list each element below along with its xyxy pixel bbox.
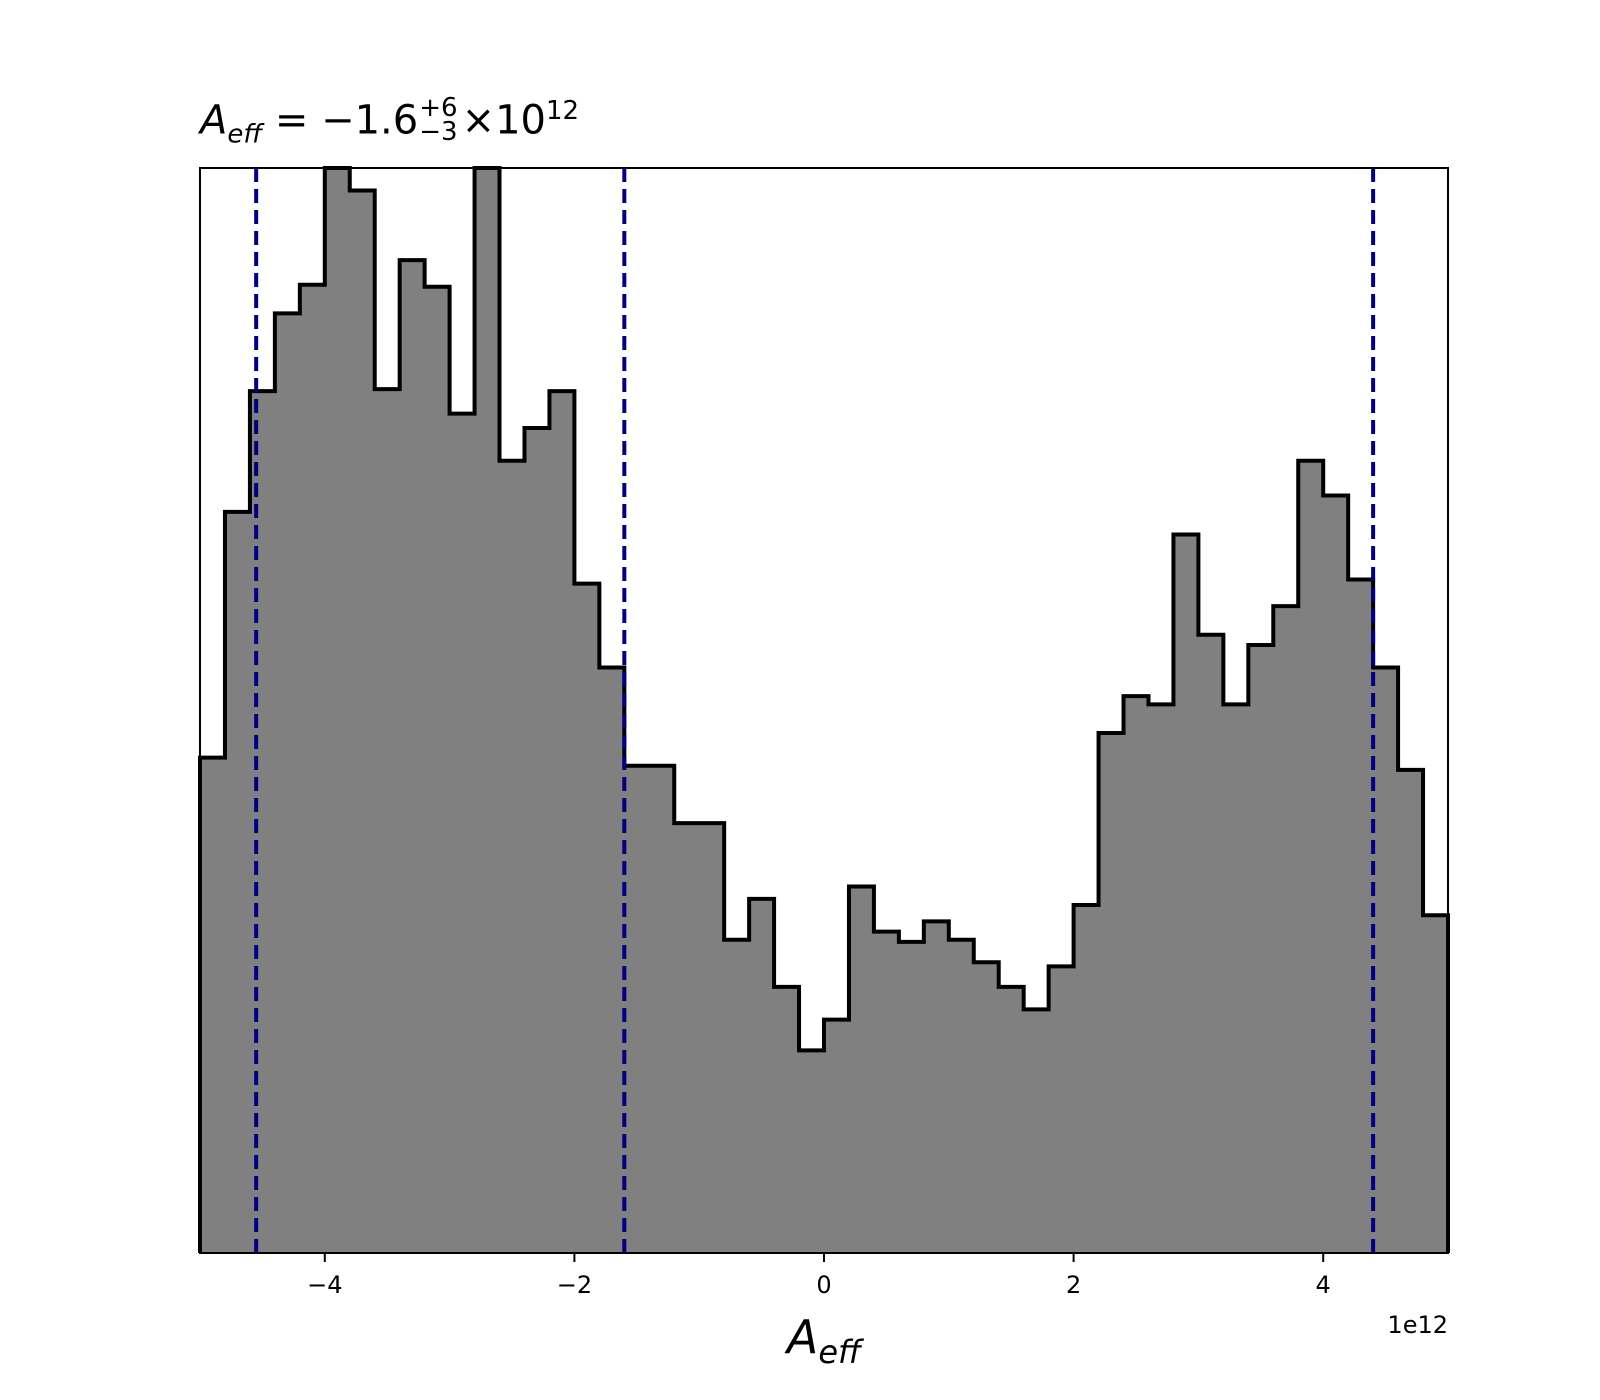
x-tick-label: 4 — [1316, 1271, 1331, 1299]
histogram-bar — [574, 583, 600, 1253]
histogram-bar — [674, 823, 700, 1253]
histogram-bar — [1148, 704, 1174, 1253]
histogram-bar — [549, 391, 575, 1254]
histogram-bar — [1098, 733, 1125, 1253]
x-axis-offset-label: 1e12 — [1387, 1311, 1448, 1339]
histogram-bar — [624, 765, 650, 1253]
title-equals: = — [262, 97, 322, 144]
x-tick-label: 0 — [816, 1271, 831, 1299]
histogram-bar — [1048, 966, 1075, 1253]
histogram-bar — [799, 1050, 825, 1253]
title-symbol-subscript: eff — [227, 119, 263, 150]
histogram-bar — [374, 389, 401, 1253]
x-axis-label-symbol: A — [784, 1310, 818, 1364]
histogram-bar — [749, 898, 775, 1253]
histogram-bar — [948, 939, 975, 1253]
histogram-bar — [1223, 704, 1249, 1253]
histogram-bar — [1398, 769, 1424, 1253]
histogram-bar — [998, 986, 1025, 1253]
histogram-bar — [724, 939, 750, 1253]
title-lower-error: −3 — [419, 117, 458, 148]
histogram-bar — [474, 168, 501, 1253]
chart-title: Aeff = −1.6 +6 −3 ×1012 — [200, 93, 580, 150]
x-axis-label-subscript: eff — [818, 1333, 865, 1371]
histogram-bar — [923, 921, 950, 1253]
x-axis-label: Aeff — [784, 1310, 865, 1371]
histogram-bar — [1198, 634, 1224, 1253]
histogram-bar — [824, 1019, 850, 1253]
histogram-bar — [1298, 460, 1324, 1254]
histogram-bar — [274, 313, 301, 1253]
histogram-bar — [1023, 1009, 1050, 1253]
histogram-bar — [898, 941, 925, 1253]
title-times: ×10 — [461, 97, 546, 144]
x-tick-label: −2 — [557, 1271, 592, 1299]
histogram-bar — [499, 460, 525, 1254]
histogram-bar — [848, 886, 875, 1253]
title-symbol: A — [200, 97, 228, 144]
histogram-bar — [1273, 606, 1299, 1253]
histogram-bar — [449, 413, 476, 1253]
histogram-bar — [1373, 667, 1399, 1253]
histogram-step-outline — [198, 166, 1450, 1253]
title-value: −1.6 — [321, 97, 419, 144]
histogram-bar — [1323, 495, 1349, 1253]
x-axis-ticks: −4 −2 0 2 4 — [307, 1253, 1331, 1299]
histogram-bar — [1348, 579, 1374, 1253]
title-error-stack: +6 −3 — [419, 93, 458, 148]
histogram-bar — [599, 667, 625, 1253]
histogram-bars — [200, 168, 1449, 1254]
histogram-bar — [774, 986, 800, 1253]
histogram-bar — [324, 168, 351, 1253]
histogram-bar — [1248, 644, 1274, 1253]
x-tick-label: 2 — [1066, 1271, 1081, 1299]
histogram-bar — [249, 391, 276, 1254]
histogram-bar — [424, 286, 451, 1253]
histogram-bar — [299, 284, 326, 1253]
histogram-bar — [1123, 696, 1149, 1253]
histogram-bar — [200, 757, 226, 1253]
histogram-bar — [399, 260, 426, 1253]
histogram-bar — [649, 765, 675, 1253]
histogram-bar — [524, 427, 550, 1253]
histogram-bar — [1423, 915, 1449, 1253]
credible-interval-lines — [254, 168, 1376, 1253]
x-tick-label: −4 — [307, 1271, 342, 1299]
histogram-bar — [699, 823, 725, 1253]
histogram-bar — [224, 511, 251, 1253]
histogram-bar — [873, 931, 900, 1253]
title-upper-error: +6 — [419, 93, 458, 124]
histogram-bar — [349, 190, 376, 1253]
histogram-bar — [1173, 534, 1199, 1253]
histogram-bar — [1073, 904, 1100, 1253]
histogram-bar — [973, 962, 1000, 1253]
title-exponent: 12 — [545, 96, 580, 126]
